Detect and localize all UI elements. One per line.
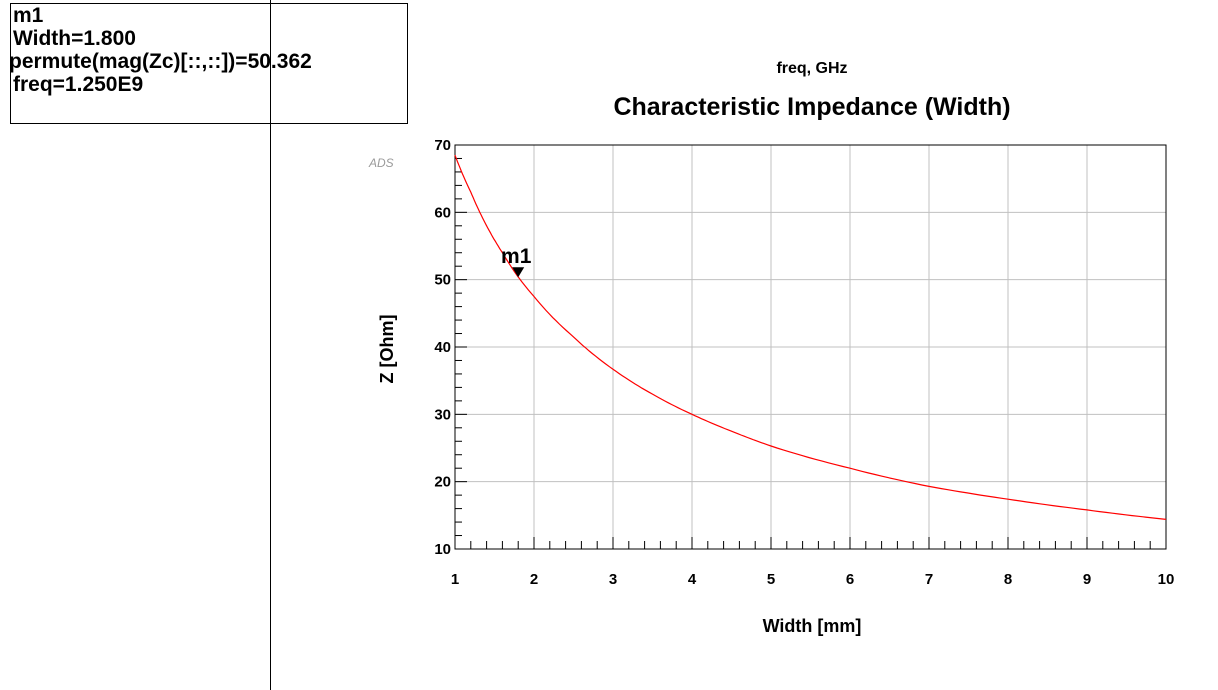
series-line-zc	[454, 154, 1167, 520]
marker-readout-box: m1 Width=1.800 permute(mag(Zc)[::,::])=5…	[9, 3, 408, 124]
y-axis-label: Z [Ohm]	[377, 315, 397, 384]
y-tick-label: 70	[434, 137, 451, 154]
watermark-logo: ADS	[368, 156, 394, 170]
x-tick-label: 9	[1083, 571, 1091, 588]
x-tick-label: 10	[1158, 571, 1175, 588]
x-tick-label: 4	[688, 571, 697, 588]
marker-readout-freq: freq=1.250E9	[13, 73, 144, 96]
marker-readout-name: m1	[13, 4, 44, 27]
x-axis-label: Width [mm]	[763, 616, 862, 636]
marker-readout-width: Width=1.800	[13, 27, 136, 50]
x-tick-label: 6	[846, 571, 854, 588]
panel-divider	[270, 0, 271, 690]
x-tick-label: 5	[767, 571, 775, 588]
y-tick-label: 20	[434, 474, 451, 491]
y-tick-label: 40	[434, 339, 451, 356]
x-tick-label: 2	[530, 571, 538, 588]
y-tick-label: 10	[434, 541, 451, 558]
x-tick-label: 7	[925, 571, 933, 588]
y-tick-label: 60	[434, 204, 451, 221]
x-tick-label: 8	[1004, 571, 1012, 588]
markers[interactable]: m1	[501, 245, 532, 278]
chart-title: Characteristic Impedance (Width)	[613, 93, 1010, 121]
x-tick-label: 1	[451, 571, 459, 588]
marker-m1-triangle[interactable]	[512, 267, 525, 278]
grid	[455, 145, 1166, 549]
sweep-variable-label: freq, GHz	[776, 60, 847, 77]
x-tick-label: 3	[609, 571, 617, 588]
axes	[454, 144, 1167, 550]
marker-m1-label[interactable]: m1	[501, 245, 532, 268]
marker-readout-value: permute(mag(Zc)[::,::])=50.362	[9, 50, 312, 73]
y-tick-label: 30	[434, 406, 451, 423]
tick-labels: 1 2 3 4 5 6 7 8 9 10 10 20 30 40 50 60 70	[434, 137, 1174, 588]
y-tick-label: 50	[434, 272, 451, 289]
